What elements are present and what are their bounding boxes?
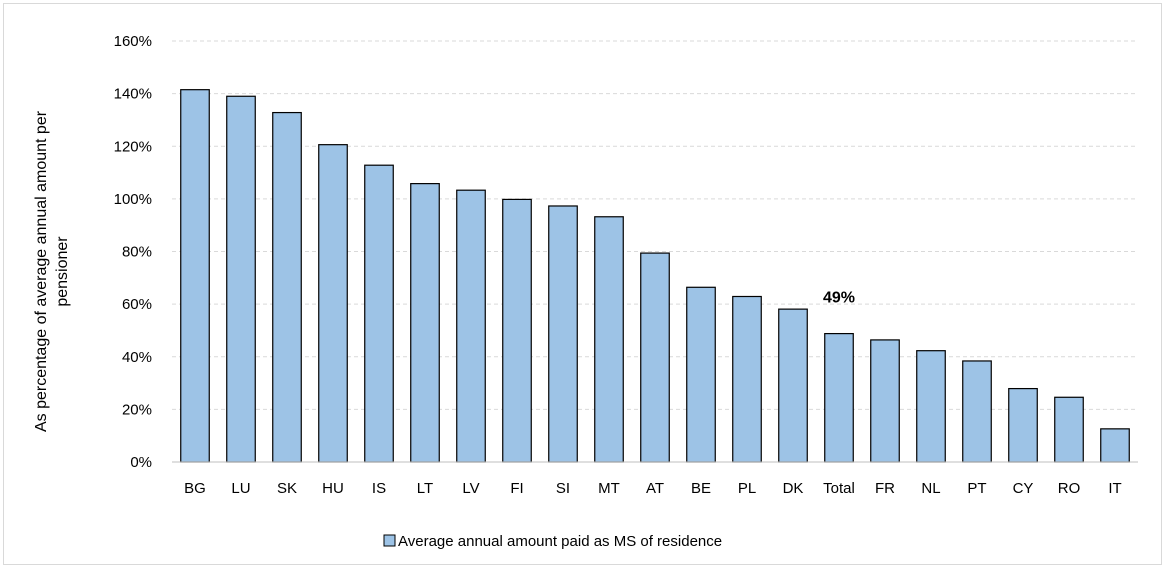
bar-pl [732,295,762,463]
x-tick-label: Total [823,480,855,497]
bar-mt [594,216,624,463]
legend-swatch [383,534,396,547]
bar-pt [962,360,992,463]
x-tick-label: RO [1058,480,1081,497]
x-tick-label: SI [556,480,570,497]
bar-nl [916,350,946,463]
y-tick-labels: 0% 20% 40% 60% 80% 100% 120% 140% 160% [114,33,152,471]
bar-total [824,332,854,463]
bar-it [1100,428,1130,463]
y-tick-label: 20% [122,401,152,418]
x-tick-label: FR [875,480,895,497]
x-tick-label: PT [967,480,986,497]
bars [180,89,1130,463]
x-tick-label: NL [921,480,940,497]
y-tick-label: 120% [114,138,152,155]
bar-hu [318,144,348,463]
bar-si [548,205,578,463]
x-tick-label: CY [1013,480,1034,497]
x-tick-label: IS [372,480,386,497]
legend-label: Average annual amount paid as MS of resi… [398,533,722,550]
y-tick-label: 140% [114,86,152,103]
bar-lv [456,189,486,463]
x-tick-label: DK [783,480,804,497]
x-tick-label: LV [462,480,479,497]
bar-bg [180,89,210,463]
data-labels: 49% [823,290,855,307]
bar-dk [778,308,808,463]
bar-fi [502,198,532,463]
y-tick-label: 0% [130,454,152,471]
x-tick-label: MT [598,480,620,497]
x-tick-label: BG [184,480,206,497]
bar-sk [272,111,302,463]
bar-lt [410,183,440,463]
x-tick-label: AT [646,480,664,497]
bar-fr [870,339,900,463]
x-tick-label: SK [277,480,297,497]
y-tick-label: 80% [122,244,152,261]
y-tick-label: 60% [122,296,152,313]
bar-ro [1054,396,1084,463]
bar-is [364,164,394,463]
x-tick-label: FI [510,480,523,497]
y-axis-title: As percentage of average annual amount p… [33,110,71,432]
bar-be [686,286,716,463]
data-label-total: 49% [823,290,855,307]
y-tick-label: 160% [114,33,152,50]
x-tick-label: HU [322,480,344,497]
bar-cy [1008,387,1038,463]
y-tick-label: 100% [114,191,152,208]
legend: Average annual amount paid as MS of resi… [383,533,722,550]
bar-at [640,252,670,463]
x-tick-labels: BG LU SK HU IS LT LV FI SI MT AT BE PL DK Total FR NL PT C… [184,480,1122,497]
x-tick-label: IT [1108,480,1121,497]
x-tick-label: BE [691,480,711,497]
x-tick-label: LU [231,480,250,497]
y-tick-label: 40% [122,349,152,366]
x-tick-label: PL [738,480,756,497]
bar-lu [226,95,256,463]
x-tick-label: LT [417,480,433,497]
